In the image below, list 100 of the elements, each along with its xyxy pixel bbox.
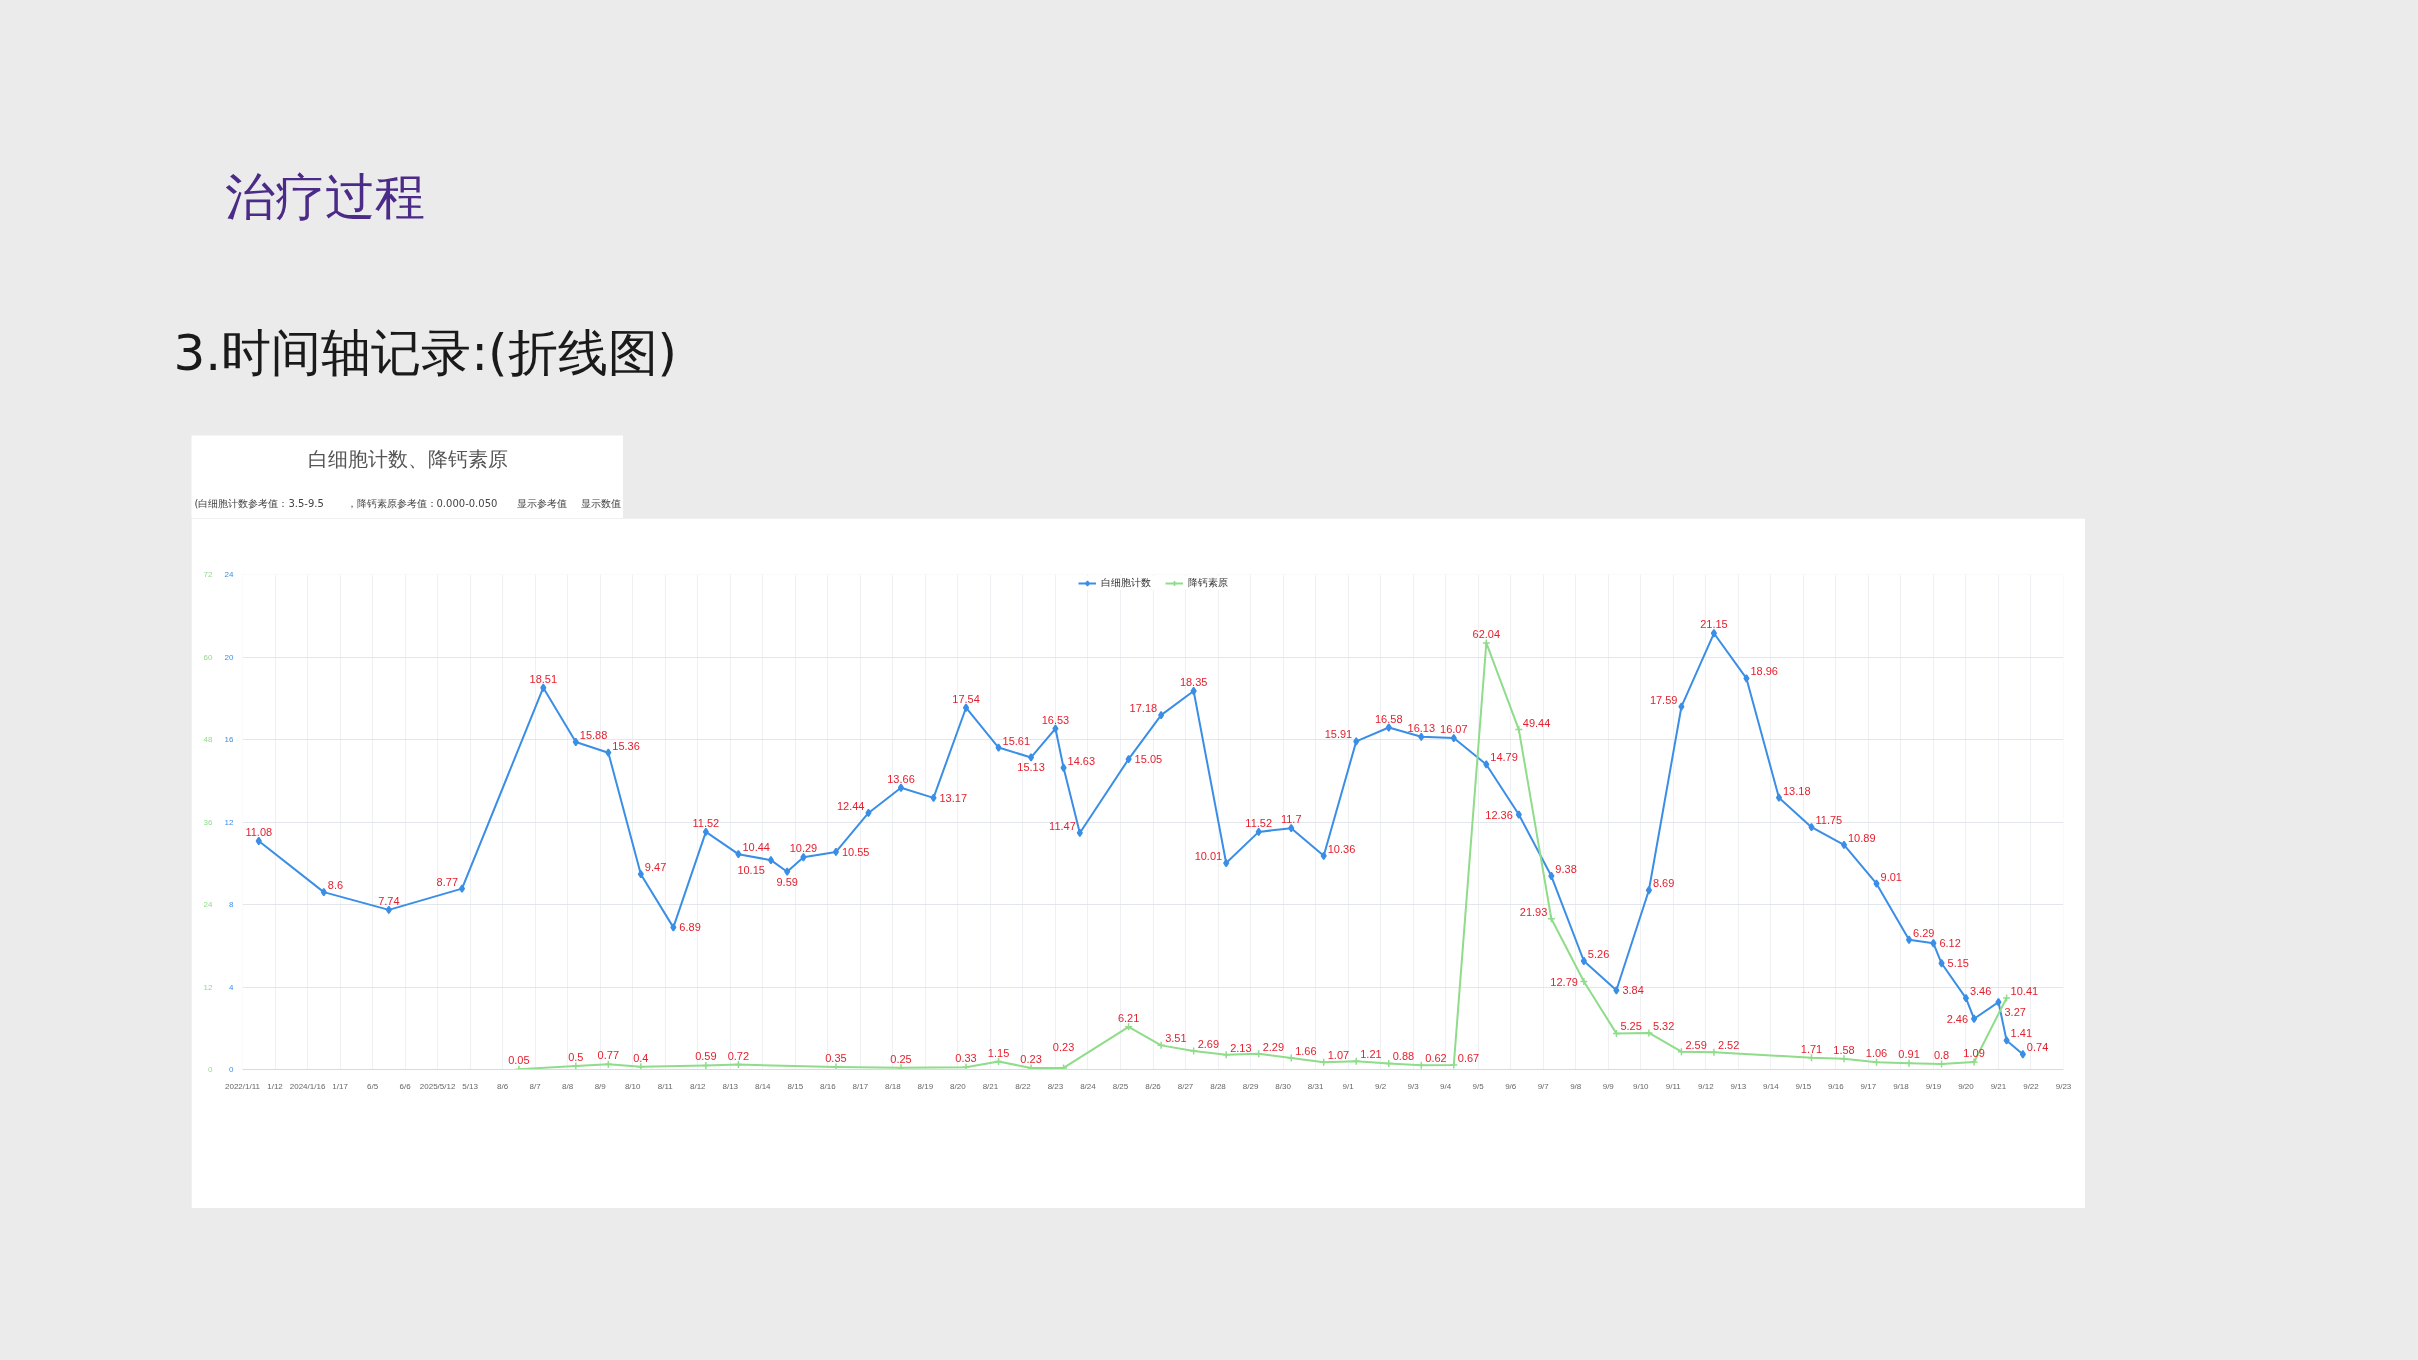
x-tick-label: 8/20 [950,1081,967,1091]
data-label: 15.05 [1134,753,1163,766]
data-label: 0.8 [1933,1049,1950,1061]
x-tick-label: 9/21 [1990,1081,2007,1091]
text: ，降钙素原参考值：0.000-0.050 [346,498,498,509]
data-label: 13.17 [939,791,968,804]
data-label: 6.89 [679,921,701,934]
data-label: 12.44 [836,799,865,812]
data-label: 0.25 [890,1052,912,1065]
x-tick-label: 9/20 [1958,1081,1975,1091]
x-tick-label: 8/24 [1080,1081,1097,1091]
data-label: 1.66 [1295,1045,1317,1058]
y2-tick-label: 12 [203,982,214,992]
x-tick-label: 9/14 [1763,1081,1780,1091]
x-tick-label: 8/19 [917,1081,934,1091]
data-label: 2.29 [1262,1040,1285,1053]
x-tick-label: 8/22 [1015,1081,1032,1091]
data-label: 3.27 [2004,1006,2026,1019]
legend-label: 降钙素原 [1187,576,1228,590]
text: 显示数值 [580,498,621,509]
data-label: 15.88 [579,728,608,741]
data-label: 16.13 [1407,721,1436,734]
x-tick-label: 8/8 [562,1081,574,1091]
data-label: 2.46 [1946,1012,1969,1025]
data-label: 9.01 [1880,870,1902,883]
x-tick-label: 8/9 [594,1081,607,1091]
data-label: 1.21 [1360,1048,1382,1061]
data-label: 13.66 [887,772,915,785]
data-label: 8.77 [436,875,459,888]
x-tick-label: 2024/1/16 [289,1081,326,1091]
legend-label: 白细胞计数 [1100,576,1151,590]
y-tick-label: 24 [224,570,235,579]
data-label: 11.7 [1280,813,1302,826]
data-label: 49.44 [1522,716,1551,729]
x-tick-label: 5/13 [462,1081,479,1091]
data-label: 14.63 [1067,754,1096,767]
data-label: 0.35 [825,1052,847,1065]
x-tick-label: 8/28 [1210,1081,1227,1091]
data-label: 0.33 [955,1052,977,1065]
data-label: 10.36 [1327,842,1356,855]
x-tick-label: 8/18 [885,1081,902,1091]
text: (白细胞计数参考值：3.5-9.5 [194,498,324,509]
x-tick-label: 8/7 [529,1081,542,1091]
data-label: 10.89 [1848,831,1876,844]
data-label: 14.79 [1490,751,1518,764]
y-tick-label: 16 [224,735,235,744]
data-label: 11.52 [692,816,720,829]
data-label: 3.51 [1165,1032,1187,1045]
x-tick-label: 8/31 [1307,1081,1324,1091]
x-tick-label: 9/7 [1537,1081,1550,1091]
x-tick-label: 9/13 [1730,1081,1747,1091]
data-label: 5.32 [1652,1019,1675,1032]
data-label: 11.52 [1245,816,1273,829]
data-label: 5.26 [1587,948,1610,961]
data-label: 13.18 [1782,784,1811,797]
data-label: 1.58 [1833,1043,1855,1056]
data-label: 0.59 [695,1050,717,1063]
data-label: 10.41 [2010,984,2039,997]
x-tick-label: 8/26 [1145,1081,1162,1091]
data-label: 0.72 [727,1049,750,1062]
x-tick-label: 2022/1/11 [225,1081,261,1091]
data-label: 2.59 [1685,1038,1707,1051]
y2-tick-label: 60 [203,652,214,662]
data-label: 0.23 [1020,1052,1042,1065]
text: 3.时间轴记录:(折线图) [173,323,678,382]
data-label: 62.04 [1472,627,1501,640]
x-tick-label: 8/12 [689,1081,707,1091]
x-tick-label: 9/2 [1375,1081,1387,1091]
data-label: 6.21 [1117,1011,1140,1024]
data-label: 0.91 [1898,1048,1920,1061]
y2-tick-label: 48 [203,735,214,744]
x-tick-label: 9/12 [1698,1081,1715,1091]
data-label: 6.12 [1939,937,1961,950]
data-label: 16.53 [1041,713,1070,726]
x-tick-label: 8/25 [1112,1081,1129,1091]
data-label: 18.96 [1750,665,1778,678]
data-label: 16.58 [1374,712,1403,725]
x-tick-label: 9/1 [1342,1081,1355,1091]
x-tick-label: 9/23 [2055,1081,2072,1091]
data-label: 1.71 [1800,1042,1823,1055]
y-tick-label: 0 [229,1065,235,1074]
x-tick-label: 8/15 [787,1081,804,1091]
data-label: 0.74 [2026,1041,2049,1054]
data-label: 1.41 [2010,1027,2033,1040]
x-tick-label: 8/27 [1177,1081,1194,1091]
text: 显示参考值 [516,498,567,509]
data-label: 9.47 [644,861,667,874]
data-label: 2.13 [1230,1041,1252,1054]
x-tick-label: 9/6 [1505,1081,1517,1091]
x-tick-label: 9/17 [1860,1081,1877,1091]
data-label: 10.29 [789,842,818,855]
data-label: 15.61 [1002,734,1031,747]
y2-tick-label: 24 [203,900,214,909]
data-label: 1.09 [1963,1047,1985,1060]
data-label: 16.07 [1440,723,1468,736]
data-label: 2.69 [1197,1038,1220,1051]
y-tick-label: 20 [224,652,235,662]
data-label: 1.06 [1865,1047,1888,1060]
data-label: 11.47 [1049,819,1076,832]
data-label: 0.77 [597,1049,620,1062]
